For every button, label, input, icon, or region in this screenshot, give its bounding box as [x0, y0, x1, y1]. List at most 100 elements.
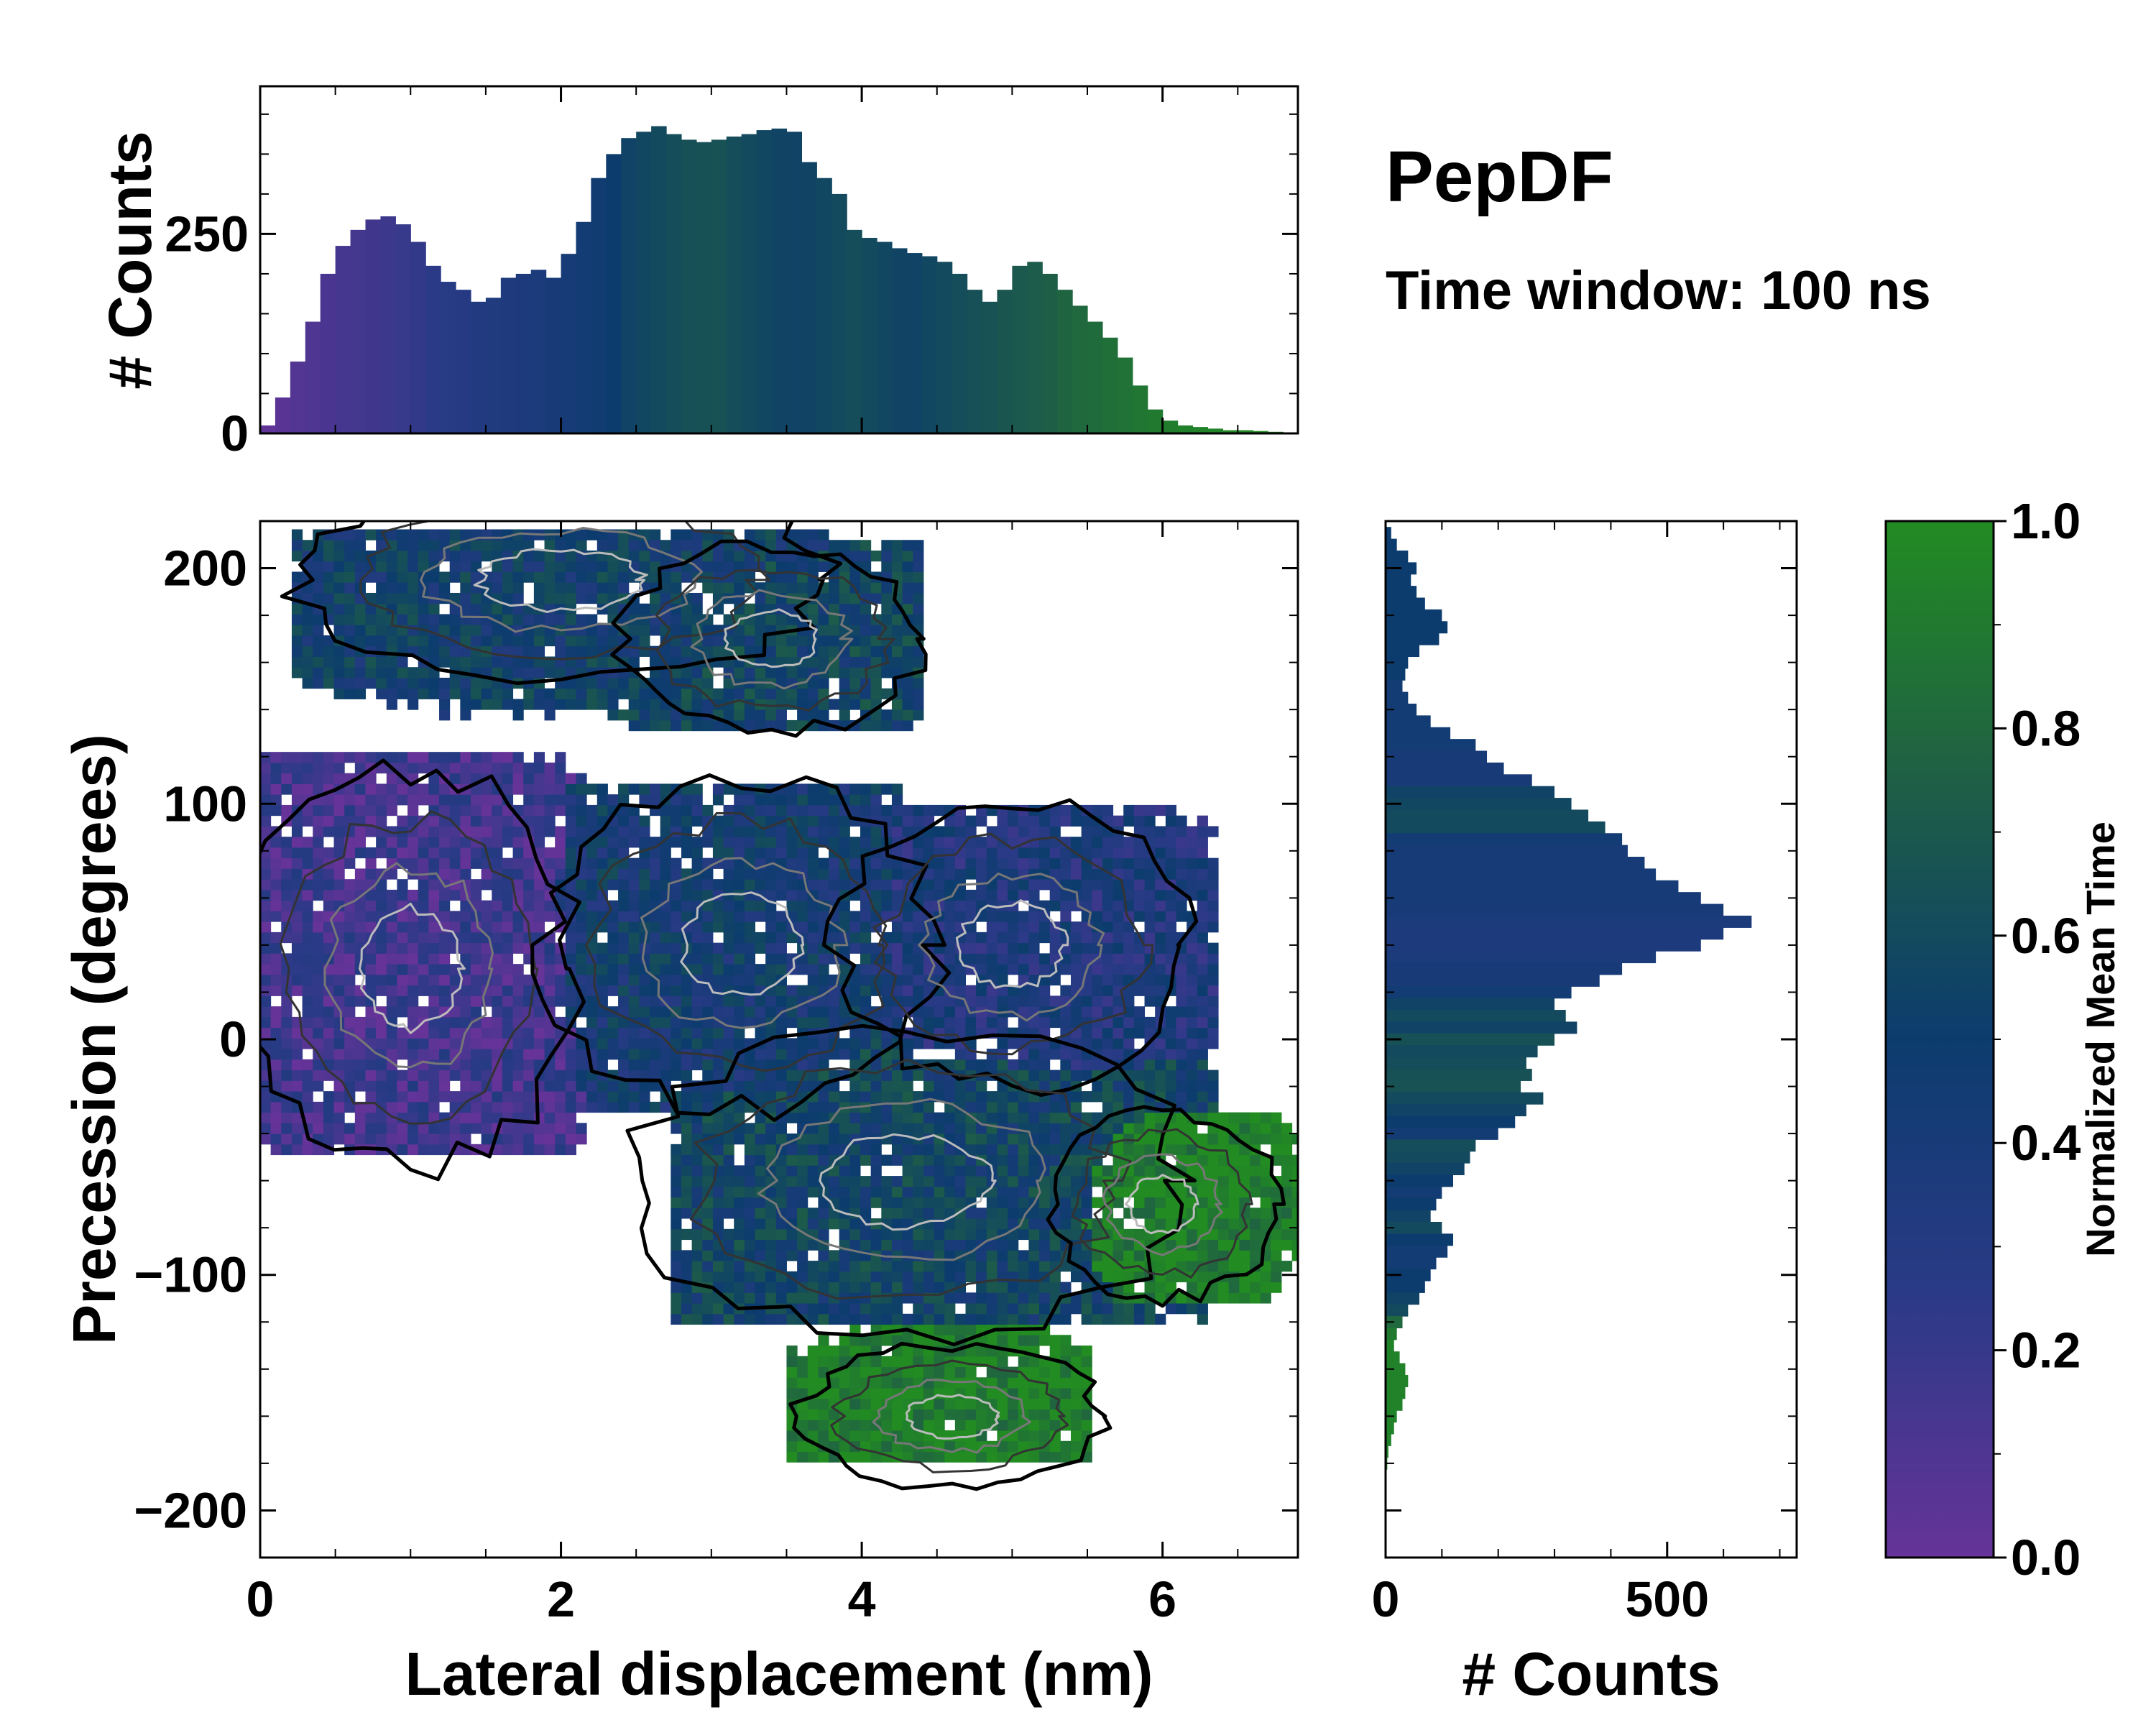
density-cell	[976, 1420, 987, 1431]
density-cell	[428, 1049, 440, 1060]
density-cell	[986, 857, 998, 869]
density-cell	[954, 1292, 967, 1304]
density-cell	[881, 1420, 893, 1431]
density-cell	[870, 1112, 882, 1123]
density-cell	[1070, 985, 1082, 996]
density-cell	[818, 911, 829, 922]
density-cell	[807, 656, 819, 668]
density-cell	[333, 1112, 345, 1123]
density-cell	[755, 1091, 766, 1103]
density-cell	[544, 1133, 556, 1145]
density-cell	[849, 857, 861, 869]
density-cell	[944, 911, 956, 922]
density-cell	[533, 699, 545, 710]
density-cell	[1060, 1282, 1072, 1293]
density-cell	[839, 1313, 850, 1325]
density-cell	[1039, 985, 1051, 996]
density-cell	[786, 1038, 798, 1049]
density-cell	[1008, 857, 1019, 869]
density-cell	[439, 794, 451, 806]
density-cell	[533, 794, 545, 806]
density-cell	[1060, 1016, 1072, 1029]
density-cell	[281, 1144, 292, 1156]
density-cell	[512, 709, 524, 721]
density-cell	[976, 1346, 987, 1357]
density-cell	[691, 1006, 703, 1018]
density-cell	[407, 1006, 419, 1018]
density-cell	[439, 752, 451, 763]
density-cell	[997, 1451, 1008, 1463]
density-cell	[344, 540, 356, 551]
density-cell	[744, 921, 756, 933]
density-cell	[1008, 1208, 1019, 1219]
density-cell	[470, 1070, 482, 1081]
density-cell	[460, 529, 471, 540]
density-cell	[997, 1420, 1008, 1431]
density-cell	[544, 582, 556, 594]
density-cell	[607, 932, 619, 944]
density-cell	[829, 868, 840, 880]
density-cell	[934, 1027, 945, 1039]
density-cell	[628, 815, 640, 827]
density-cell	[881, 804, 893, 816]
density-cell	[660, 719, 671, 732]
density-cell	[775, 804, 787, 816]
density-cell	[734, 582, 745, 594]
density-cell	[428, 1123, 440, 1134]
density-cell	[849, 1282, 861, 1293]
density-cell	[607, 582, 619, 594]
density-cell	[913, 1420, 924, 1431]
density-cell	[596, 540, 608, 551]
density-cell	[449, 1091, 461, 1103]
density-cell	[270, 1133, 282, 1145]
density-cell	[1060, 1261, 1072, 1272]
density-cell	[702, 1038, 714, 1049]
density-cell	[354, 879, 366, 891]
density-cell	[712, 529, 724, 540]
density-cell	[860, 1430, 872, 1442]
density-cell	[1144, 1154, 1156, 1166]
density-cell	[354, 1016, 366, 1029]
density-cell	[1008, 1112, 1019, 1123]
density-cell	[891, 709, 903, 721]
density-cell	[954, 1176, 967, 1187]
density-cell	[333, 561, 345, 572]
density-cell	[449, 645, 461, 657]
density-cell	[544, 571, 556, 583]
density-cell	[1028, 815, 1040, 827]
density-cell	[544, 635, 556, 647]
density-cell	[1102, 911, 1114, 922]
density-cell	[1039, 1335, 1051, 1346]
density-cell	[797, 656, 808, 668]
density-cell	[891, 561, 903, 572]
density-cell	[365, 1027, 377, 1039]
density-cell	[555, 826, 566, 837]
density-cell	[702, 1261, 714, 1272]
density-cell	[755, 794, 766, 806]
density-cell	[302, 911, 313, 922]
density-cell	[460, 837, 471, 848]
density-cell	[870, 625, 882, 636]
density-cell	[397, 783, 408, 795]
density-cell	[1018, 911, 1029, 922]
density-cell	[533, 1123, 545, 1134]
density-cell	[944, 1261, 956, 1272]
density-cell	[439, 974, 451, 986]
density-cell	[344, 614, 356, 625]
density-cell	[934, 879, 945, 891]
density-cell	[902, 804, 913, 816]
density-cell	[797, 1377, 808, 1389]
density-cell	[281, 964, 292, 975]
density-cell	[1133, 1006, 1146, 1018]
density-cell	[481, 752, 492, 763]
density-cell	[1070, 1250, 1082, 1261]
density-cell	[533, 900, 545, 911]
density-cell	[965, 985, 977, 996]
density-cell	[533, 571, 545, 583]
density-cell	[797, 1420, 808, 1431]
density-cell	[660, 911, 671, 922]
density-cell	[313, 1027, 324, 1039]
density-cell	[723, 932, 734, 944]
